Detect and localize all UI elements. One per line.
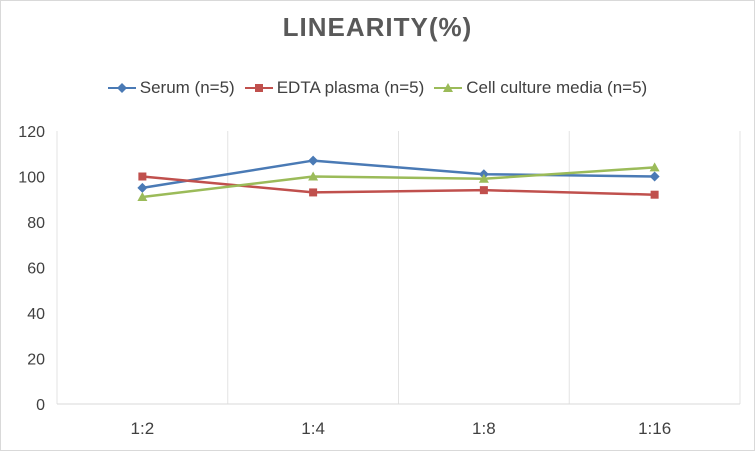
data-point bbox=[478, 173, 489, 183]
y-tick-label: 80 bbox=[27, 215, 45, 232]
legend: Serum (n=5) EDTA plasma (n=5) Cell cultu… bbox=[0, 78, 755, 98]
data-point bbox=[308, 155, 319, 166]
legend-label-serum: Serum (n=5) bbox=[139, 78, 235, 97]
data-point bbox=[650, 190, 659, 199]
data-point bbox=[479, 186, 488, 195]
legend-marker-cell-culture-media bbox=[434, 83, 463, 92]
x-tick-label: 1:2 bbox=[131, 419, 155, 438]
data-point bbox=[309, 188, 318, 197]
legend-marker-serum bbox=[107, 83, 136, 93]
legend-label-cell-culture-media: Cell culture media (n=5) bbox=[466, 78, 648, 97]
y-tick-label: 120 bbox=[18, 124, 45, 141]
x-tick-label: 1:8 bbox=[472, 419, 496, 438]
y-tick-label: 60 bbox=[27, 261, 45, 278]
data-point bbox=[308, 171, 319, 181]
data-point bbox=[137, 182, 148, 193]
legend-label-edta-plasma: EDTA plasma (n=5) bbox=[276, 78, 425, 97]
legend-marker-edta-plasma bbox=[244, 84, 273, 92]
series-line-1 bbox=[142, 175, 655, 196]
y-tick-label: 40 bbox=[27, 306, 45, 323]
y-tick-label: 20 bbox=[27, 352, 45, 369]
data-point bbox=[649, 171, 660, 182]
data-point bbox=[649, 162, 660, 172]
series-line-2 bbox=[142, 166, 655, 199]
data-point bbox=[138, 172, 147, 181]
y-tick-label: 100 bbox=[18, 170, 45, 187]
legend-item-edta-plasma: EDTA plasma (n=5) bbox=[244, 78, 425, 98]
legend-item-cell-culture-media: Cell culture media (n=5) bbox=[434, 78, 647, 98]
x-tick-label: 1:16 bbox=[638, 419, 671, 438]
series-line-0 bbox=[142, 159, 655, 190]
legend-item-serum: Serum (n=5) bbox=[107, 78, 235, 98]
data-point bbox=[137, 191, 148, 201]
y-tick-label: 0 bbox=[36, 397, 45, 414]
chart-title: LINEARITY(%) bbox=[282, 12, 473, 42]
x-tick-label: 1:4 bbox=[301, 419, 325, 438]
